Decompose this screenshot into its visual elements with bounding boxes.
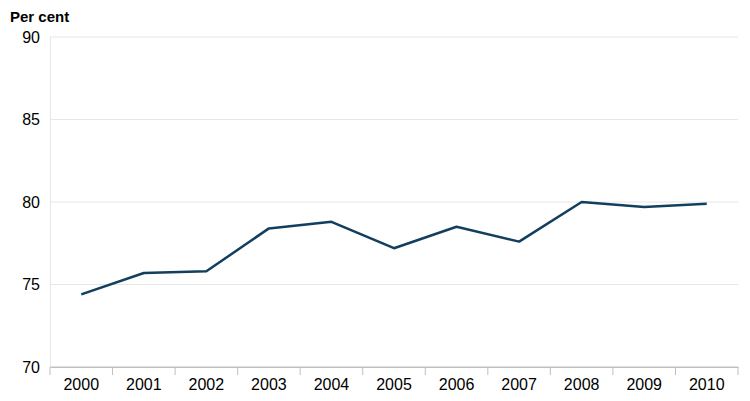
y-tick: 75 bbox=[22, 276, 50, 293]
x-tick-label: 2008 bbox=[564, 376, 600, 393]
x-tick: 2002 bbox=[189, 367, 225, 393]
x-tick-label: 2000 bbox=[63, 376, 99, 393]
y-tick-label: 90 bbox=[22, 29, 40, 46]
y-tick-label: 75 bbox=[22, 276, 40, 293]
category-separator bbox=[50, 367, 51, 375]
y-tick-label: 85 bbox=[22, 111, 40, 128]
x-tick: 2003 bbox=[251, 367, 287, 393]
category-separator bbox=[425, 367, 426, 375]
x-axis: 2000 2001 2002 2003 2004 2005 2006 2007 2008 2009… bbox=[51, 367, 739, 393]
category-separator bbox=[362, 367, 363, 375]
x-tick: 2001 bbox=[126, 367, 162, 393]
category-separator bbox=[300, 367, 301, 375]
category-separator bbox=[112, 367, 113, 375]
y-tick: 85 bbox=[22, 111, 50, 128]
category-separator bbox=[237, 367, 238, 375]
x-tick: 2004 bbox=[314, 367, 350, 393]
category-separator bbox=[612, 367, 613, 375]
x-tick-label: 2007 bbox=[501, 376, 537, 393]
x-tick-label: 2010 bbox=[689, 376, 725, 393]
category-separator bbox=[550, 367, 551, 375]
grid-line bbox=[50, 37, 738, 38]
x-tick: 2008 bbox=[564, 367, 600, 393]
grid-line bbox=[50, 202, 738, 203]
chart: 7075808590200020012002200320042005200620… bbox=[0, 0, 750, 401]
y-tick: 70 bbox=[22, 359, 50, 376]
category-separator bbox=[738, 367, 739, 375]
x-tick: 2005 bbox=[376, 367, 412, 393]
x-tick: 2010 bbox=[689, 367, 725, 393]
grid-line bbox=[50, 119, 738, 120]
y-axis-line bbox=[50, 38, 51, 368]
x-tick: 2006 bbox=[439, 367, 475, 393]
x-tick-label: 2009 bbox=[626, 376, 662, 393]
x-tick-label: 2006 bbox=[439, 376, 475, 393]
x-tick-label: 2003 bbox=[251, 376, 287, 393]
category-separator bbox=[675, 367, 676, 375]
x-tick: 2009 bbox=[626, 367, 662, 393]
plot-area bbox=[81, 202, 706, 294]
category-separator bbox=[487, 367, 488, 375]
y-tick: 90 bbox=[22, 29, 50, 46]
grid-line bbox=[50, 284, 738, 285]
y-tick-label: 80 bbox=[22, 194, 40, 211]
x-tick-label: 2002 bbox=[189, 376, 225, 393]
y-axis-title: Per cent bbox=[10, 8, 69, 25]
x-tick: 2000 bbox=[63, 367, 99, 393]
x-tick-label: 2004 bbox=[314, 376, 350, 393]
grid bbox=[50, 37, 738, 367]
y-axis: 70 75 80 85 90 bbox=[22, 29, 50, 376]
grid-line bbox=[50, 367, 738, 368]
y-tick-label: 70 bbox=[22, 359, 40, 376]
series-line bbox=[81, 202, 706, 294]
x-axis-line bbox=[51, 367, 739, 368]
category-separator bbox=[175, 367, 176, 375]
x-tick: 2007 bbox=[501, 367, 537, 393]
x-tick-label: 2001 bbox=[126, 376, 162, 393]
x-tick-label: 2005 bbox=[376, 376, 412, 393]
y-tick: 80 bbox=[22, 194, 50, 211]
